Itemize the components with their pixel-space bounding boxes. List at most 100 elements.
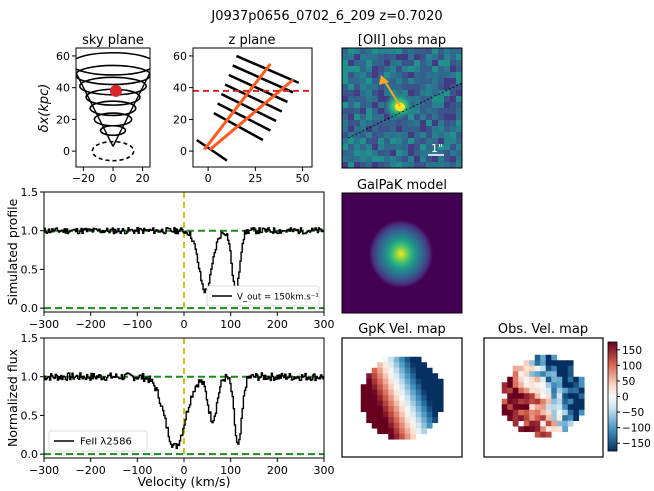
oii-pixel	[342, 150, 348, 156]
oii-pixel	[450, 156, 456, 162]
obs-pixels-cell	[512, 404, 519, 411]
oii-pixel	[438, 72, 444, 78]
oii-pixel	[390, 150, 396, 156]
oii-pixel	[396, 78, 402, 84]
oii-pixel	[354, 108, 360, 114]
galpak-model-blob	[369, 220, 433, 288]
oii-pixel	[414, 138, 420, 144]
oii-pixel	[438, 126, 444, 132]
obs-pixels-cell	[573, 404, 580, 411]
oii-pixel	[372, 102, 378, 108]
obs-pixels-cell	[551, 404, 558, 411]
z-ytick-label: 60	[173, 50, 187, 63]
gpk-pixels-cell	[360, 400, 367, 407]
oii-pixel	[408, 114, 414, 120]
gpk-pixels-cell	[410, 411, 417, 418]
oii-pixel	[414, 108, 420, 114]
oii-pixel	[456, 126, 462, 132]
prof-xtick-label: 300	[314, 318, 335, 331]
cone-axis-0	[203, 62, 272, 151]
oii-pixel	[360, 114, 366, 120]
oii-pixel	[408, 90, 414, 96]
obs-pixels-cell	[545, 371, 552, 378]
obs-pixels-cell	[518, 415, 525, 422]
obs-pixels-cell	[507, 376, 514, 383]
oii-pixel	[366, 156, 372, 162]
oii-pixel	[360, 150, 366, 156]
flux-legend-box	[48, 430, 148, 452]
oii-pixel	[384, 156, 390, 162]
oii-pixel	[444, 78, 450, 84]
obs-pixels-cell	[545, 420, 552, 427]
obs-pixels-cell	[529, 426, 536, 433]
oii-pixel	[354, 114, 360, 120]
obs-pixels-cell	[567, 365, 574, 372]
obs-pixels-cell	[562, 409, 569, 416]
oii-pixel	[342, 126, 348, 132]
obs-pixels-cell	[529, 409, 536, 416]
oii-pixel	[384, 114, 390, 120]
obs-pixels-cell	[529, 371, 536, 378]
oii-pixel	[354, 120, 360, 126]
oii-scalebar-label: 1"	[431, 142, 443, 155]
gpk-pixels-cell	[410, 362, 417, 369]
galaxy-disk-ellipse	[91, 140, 135, 162]
colorbar-tick-label: −50	[622, 407, 644, 419]
obs-pixels-cell	[523, 382, 530, 389]
obs-pixels-cell	[545, 354, 552, 361]
sky-xtick-label: 0	[110, 172, 117, 185]
obs-pixels-cell	[573, 387, 580, 394]
cone-axis-1	[209, 78, 295, 151]
oii-pixel	[354, 66, 360, 72]
oii-pixel	[450, 138, 456, 144]
gpk-pixels-cell	[421, 395, 428, 402]
gpk-pixels-cell	[377, 373, 384, 380]
obs-pixels-cell	[567, 376, 574, 383]
gpk-pixels-cell	[399, 406, 406, 413]
obs-pixels-cell	[578, 404, 585, 411]
oii-pixel	[360, 90, 366, 96]
oii-pixel	[360, 132, 366, 138]
cone-edge-right	[112, 71, 150, 147]
obs-pixels-cell	[567, 404, 574, 411]
oii-pixel	[360, 96, 366, 102]
gpk-pixels-cell	[404, 400, 411, 407]
oii-pixel	[372, 60, 378, 66]
gpk-pixels-cell	[404, 356, 411, 363]
sightline-marker	[109, 84, 122, 97]
prof-spectrum-line	[44, 227, 324, 294]
obs-pixels-cell	[573, 398, 580, 405]
gpk-pixels-cell	[382, 378, 389, 385]
gpk-pixels-cell	[382, 406, 389, 413]
oii-pixel	[444, 108, 450, 114]
gpk-pixels-cell	[399, 395, 406, 402]
gpk-pixels-cell	[426, 417, 433, 424]
oii-pixel	[396, 84, 402, 90]
oii-pixel	[420, 150, 426, 156]
gpk-pixels-cell	[360, 389, 367, 396]
oii-pixel	[432, 114, 438, 120]
gpk-pixels-cell	[410, 378, 417, 385]
oii-pixel	[432, 144, 438, 150]
oii-pixel	[450, 120, 456, 126]
obs-pixels-cell	[551, 426, 558, 433]
obs-pixels-cell	[507, 404, 514, 411]
oii-pixel	[444, 90, 450, 96]
oii-pixel	[342, 138, 348, 144]
obs-pixels-cell	[523, 365, 530, 372]
oii-pixel	[366, 60, 372, 66]
figure-title: J0937p0656_0702_6_209 z=0.7020	[210, 9, 442, 24]
oii-pixel	[420, 96, 426, 102]
oii-pixel	[378, 90, 384, 96]
oii-pixel	[342, 120, 348, 126]
gpk-pixels-cell	[432, 378, 439, 385]
oii-pixel	[384, 150, 390, 156]
oii-pixel	[348, 114, 354, 120]
sky-xtick-label: 20	[136, 172, 150, 185]
oii-pixel	[420, 102, 426, 108]
z-ytick-label: 0	[180, 145, 187, 158]
oii-pixel	[360, 84, 366, 90]
gpk-pixels-cell	[377, 384, 384, 391]
profile-ylabel: Simulated profile	[5, 198, 20, 305]
